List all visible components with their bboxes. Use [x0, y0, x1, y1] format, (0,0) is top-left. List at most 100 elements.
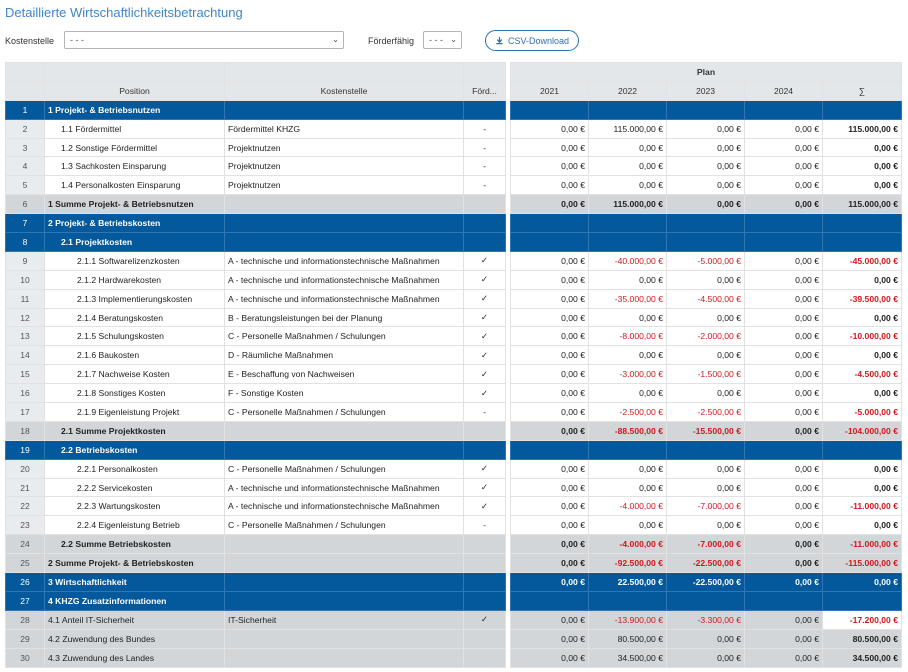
value-cell[interactable]: 0,00 € [744, 496, 823, 517]
table-row[interactable]: 14 2.1.6 Baukosten D - Räumliche Maßnahmen… [5, 345, 506, 366]
value-cell[interactable]: 0,00 € [744, 288, 823, 309]
table-row[interactable] [510, 213, 902, 234]
position-cell[interactable]: 4.2 Zuwendung des Bundes [44, 628, 225, 649]
value-cell[interactable]: 0,00 € [744, 118, 823, 139]
header-year-2023[interactable]: 2023 [666, 80, 745, 101]
table-row[interactable]: 27 4 KHZG Zusatzinformationen [5, 590, 506, 611]
value-cell[interactable]: 0,00 € [666, 515, 745, 536]
value-cell[interactable]: 0,00 € [822, 156, 902, 177]
table-row[interactable]: 0,00 € -3.000,00 € -1.500,00 €0,00 € -4.500… [510, 364, 902, 385]
value-cell[interactable]: -8.000,00 € [588, 326, 667, 347]
kostenstelle-cell[interactable]: C - Personelle Maßnahmen / Schulungen [224, 402, 464, 422]
table-row[interactable]: 0,00 € -2.500,00 € -2.500,00 €0,00 € -5.000… [510, 402, 902, 422]
table-row[interactable]: 0,00 €0,00 €0,00 €0,00 €0,00 € [510, 175, 902, 196]
table-row[interactable]: 0,00 €115.000,00 €0,00 €0,00 €115.000,00… [510, 194, 902, 215]
value-cell[interactable]: 0,00 € [510, 269, 589, 290]
value-cell[interactable]: 0,00 € [744, 515, 823, 536]
table-row[interactable]: 2 1.1 Fördermittel Fördermittel KHZG - [5, 118, 506, 139]
value-cell[interactable]: 0,00 € [666, 175, 745, 196]
header-year-2024[interactable]: 2024 [744, 80, 823, 101]
position-cell[interactable]: 2.1.9 Eigenleistung Projekt [44, 402, 225, 422]
table-row[interactable]: 0,00 €0,00 €0,00 €0,00 €0,00 € [510, 345, 902, 366]
value-cell[interactable]: -1.500,00 € [666, 364, 745, 385]
header-kostenstelle[interactable]: Kostenstelle [224, 80, 464, 101]
value-cell[interactable]: 0,00 € [822, 137, 902, 158]
table-row[interactable]: 20 2.2.1 Personalkosten C - Personelle Maß… [5, 458, 506, 479]
value-cell[interactable]: 0,00 € [744, 364, 823, 385]
position-cell[interactable]: 1.3 Sachkosten Einsparung [44, 156, 225, 177]
foerderfaehig-cell[interactable]: - [463, 137, 506, 158]
value-cell[interactable]: 0,00 € [510, 383, 589, 404]
kostenstelle-cell[interactable] [224, 420, 464, 441]
position-cell[interactable]: 2.1 Projektkosten [44, 232, 225, 252]
table-row[interactable]: 0,00 €22.500,00 € -22.500,00 €0,00 €0,00 … [510, 572, 902, 592]
value-cell[interactable]: 0,00 € [666, 477, 745, 498]
kostenstelle-cell[interactable]: D - Räumliche Maßnahmen [224, 345, 464, 366]
value-cell[interactable]: 0,00 € [666, 307, 745, 328]
value-cell[interactable]: 0,00 € [744, 269, 823, 290]
foerderfaehig-cell[interactable]: ✓ [463, 288, 506, 309]
value-cell[interactable]: 0,00 € [588, 175, 667, 196]
table-row[interactable]: 3 1.2 Sonstige Fördermittel Projektnutzen - [5, 137, 506, 158]
position-cell[interactable]: 2.2 Summe Betriebskosten [44, 534, 225, 555]
kostenstelle-cell[interactable] [224, 439, 464, 460]
position-cell[interactable]: 2.1.4 Beratungskosten [44, 307, 225, 328]
table-row[interactable]: 5 1.4 Personalkosten Einsparung Projektnut… [5, 175, 506, 196]
table-row[interactable]: 0,00 € -40.000,00 € -5.000,00 €0,00 € -45.0… [510, 250, 902, 271]
value-cell[interactable]: 0,00 € [744, 458, 823, 479]
table-row[interactable]: 15 2.1.7 Nachweise Kosten E - Beschaffung … [5, 364, 506, 385]
kostenstelle-cell[interactable]: E - Beschaffung von Nachweisen [224, 364, 464, 385]
table-row[interactable]: 21 2.2.2 Servicekosten A - technische und … [5, 477, 506, 498]
value-cell[interactable]: 0,00 € [666, 156, 745, 177]
value-cell[interactable]: 0,00 € [666, 118, 745, 139]
table-row[interactable]: 28 4.1 Anteil IT-Sicherheit IT-Sicherheit ✓ [5, 609, 506, 630]
position-cell[interactable]: 2.1.8 Sonstiges Kosten [44, 383, 225, 404]
value-cell[interactable]: 0,00 € [822, 458, 902, 479]
table-row[interactable]: 4 1.3 Sachkosten Einsparung Projektnutzen - [5, 156, 506, 177]
table-row[interactable]: 16 2.1.8 Sonstiges Kosten F - Sonstige Kos… [5, 383, 506, 404]
table-row[interactable]: 17 2.1.9 Eigenleistung Projekt C - Persone… [5, 402, 506, 422]
kostenstelle-cell[interactable] [224, 647, 464, 668]
value-cell[interactable]: -5.000,00 € [666, 250, 745, 271]
value-cell[interactable]: -35.000,00 € [588, 288, 667, 309]
value-cell[interactable]: 0,00 € [666, 383, 745, 404]
value-cell[interactable]: 0,00 € [588, 156, 667, 177]
header-sum[interactable]: ∑ [822, 80, 902, 101]
position-cell[interactable]: 1.2 Sonstige Fördermittel [44, 137, 225, 158]
table-row[interactable]: 24 2.2 Summe Betriebskosten [5, 534, 506, 555]
foerderfaehig-cell[interactable]: - [463, 118, 506, 139]
value-cell[interactable]: 0,00 € [510, 307, 589, 328]
position-cell[interactable]: 2.1.7 Nachweise Kosten [44, 364, 225, 385]
value-cell[interactable]: 0,00 € [510, 288, 589, 309]
value-cell[interactable]: 0,00 € [822, 269, 902, 290]
position-cell[interactable]: 4 KHZG Zusatzinformationen [44, 590, 225, 611]
value-cell[interactable]: 115.000,00 € [822, 118, 902, 139]
foerderfaehig-cell[interactable]: ✓ [463, 383, 506, 404]
foerderfaehig-cell[interactable] [463, 647, 506, 668]
position-cell[interactable]: 2.1.1 Softwarelizenzkosten [44, 250, 225, 271]
value-cell[interactable]: 0,00 € [588, 458, 667, 479]
kostenstelle-cell[interactable]: Projektnutzen [224, 156, 464, 177]
foerderfaehig-cell[interactable]: - [463, 515, 506, 536]
value-cell[interactable]: 0,00 € [510, 364, 589, 385]
kostenstelle-cell[interactable] [224, 572, 464, 592]
table-row[interactable] [510, 590, 902, 611]
table-row[interactable]: 10 2.1.2 Hardwarekosten A - technische und… [5, 269, 506, 290]
value-cell[interactable]: 0,00 € [822, 175, 902, 196]
foerderfaehig-select[interactable]: - - - ⌄ [423, 31, 462, 49]
value-cell[interactable]: -3.000,00 € [588, 364, 667, 385]
foerderfaehig-cell[interactable] [463, 534, 506, 555]
foerderfaehig-cell[interactable] [463, 628, 506, 649]
value-cell[interactable]: 0,00 € [666, 269, 745, 290]
kostenstelle-cell[interactable]: C - Personelle Maßnahmen / Schulungen [224, 326, 464, 347]
position-cell[interactable]: 2.1.3 Implementierungskosten [44, 288, 225, 309]
value-cell[interactable]: -2.000,00 € [666, 326, 745, 347]
value-cell[interactable]: 0,00 € [744, 326, 823, 347]
foerderfaehig-cell[interactable] [463, 553, 506, 574]
value-cell[interactable]: -4.000,00 € [588, 496, 667, 517]
value-cell[interactable]: 0,00 € [510, 326, 589, 347]
kostenstelle-cell[interactable] [224, 194, 464, 215]
value-cell[interactable]: 0,00 € [822, 307, 902, 328]
table-row[interactable]: 0,00 € -13.900,00 € -3.300,00 €0,00 € -17.2… [510, 609, 902, 630]
